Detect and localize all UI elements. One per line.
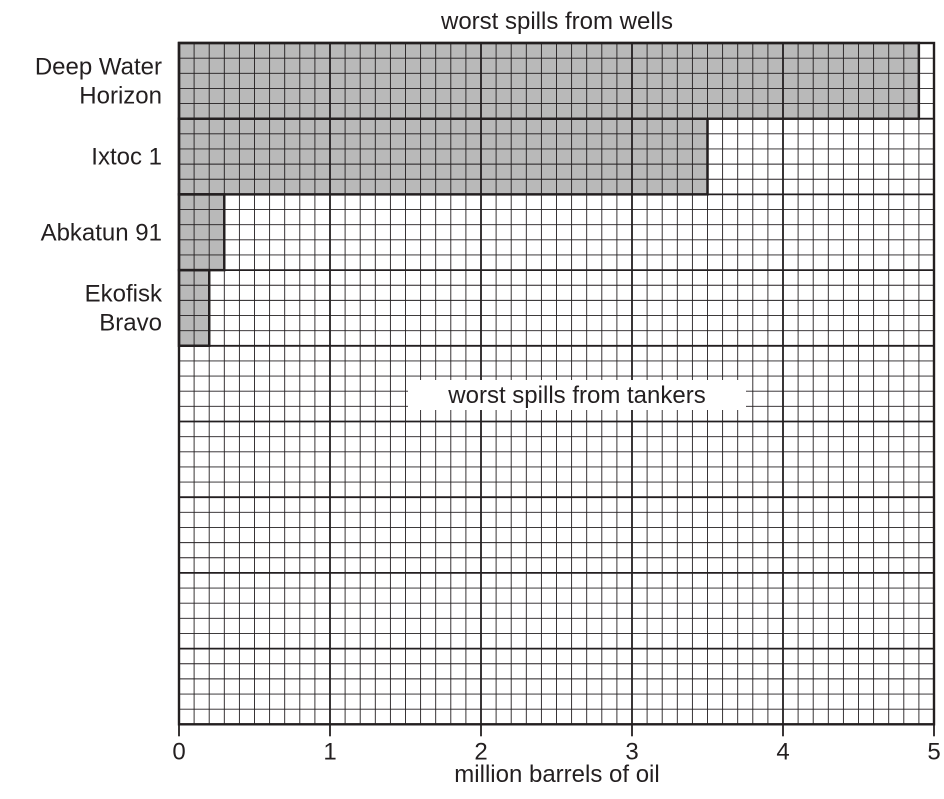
section-label: worst spills from tankers [447,382,705,409]
x-tick-label: 5 [927,738,940,765]
bar [177,193,226,272]
bar-outline [177,117,709,196]
x-tick-label: 2 [474,738,487,765]
x-tick-label: 4 [776,738,789,765]
section-label-background [408,380,746,410]
x-tick-label: 1 [323,738,336,765]
x-axis-ticks: 0 1 2 3 4 5 [172,724,941,765]
x-tick-label: 3 [625,738,638,765]
x-axis-label: million barrels of oil [454,761,659,788]
bar-outline [177,268,211,348]
category-label: Deep Water [35,53,162,80]
chart-title: worst spills from wells [440,8,673,35]
category-label: Abkatun 91 [41,219,162,246]
category-label: Ixtoc 1 [91,144,162,171]
major-grid [177,41,936,726]
bar [177,41,921,120]
bar [177,117,709,196]
category-label: Horizon [79,82,162,109]
x-tick-label: 0 [172,738,185,765]
category-label: Ekofisk [85,280,163,307]
category-label: Bravo [99,309,162,336]
